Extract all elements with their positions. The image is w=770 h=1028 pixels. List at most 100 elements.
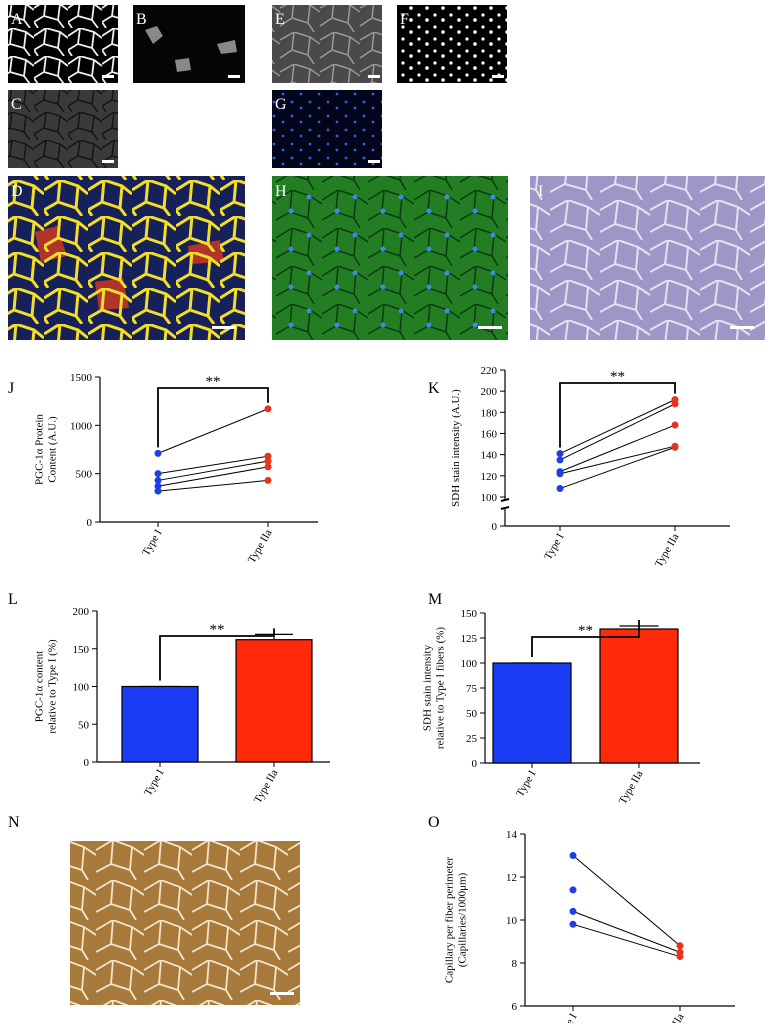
data-point xyxy=(671,443,679,451)
x-tick-label: Type IIa xyxy=(252,767,281,805)
chart: M 0 25 50 75 100 125 150 SDH stain intensity rela… xyxy=(422,591,700,806)
data-point xyxy=(569,920,577,928)
x-tick-label: Type I xyxy=(542,531,567,562)
data-point xyxy=(154,476,162,484)
y-axis-label: Content (A.U.) xyxy=(47,416,59,483)
panel-labels: A B C D E F G H I N xyxy=(8,11,543,831)
significance-bracket xyxy=(531,620,640,657)
panel-label: L xyxy=(8,591,18,608)
y-tick-label: 100 xyxy=(481,492,498,504)
y-tick-label: 0 xyxy=(472,758,478,770)
data-point xyxy=(556,456,564,464)
y-tick-label: 150 xyxy=(461,608,478,620)
y-tick-label: 500 xyxy=(76,469,93,481)
bar xyxy=(121,685,199,763)
bar xyxy=(235,639,313,763)
data-point xyxy=(671,421,679,429)
x-tick-label: Type I xyxy=(514,768,539,799)
pair-line xyxy=(559,446,676,490)
data-point xyxy=(264,463,272,471)
y-axis-label: PGC-1α content xyxy=(34,651,46,722)
x-tick-label: Type I xyxy=(140,527,165,558)
significance-bracket xyxy=(559,382,676,448)
data-point xyxy=(264,452,272,460)
chart: J 0 500 1000 1500 PGC-1α Protein Content (A.U.… xyxy=(8,372,318,565)
axis-break xyxy=(500,506,510,510)
chart: O 6 8 10 12 14 Capillary per fiber perimeter (C… xyxy=(428,814,735,1028)
y-tick-label: 8 xyxy=(512,958,518,970)
pair-line xyxy=(572,923,681,958)
panel-label: B xyxy=(136,11,147,28)
pair-line xyxy=(572,855,681,947)
y-axis-label: relative to Type I fibers (%) xyxy=(435,627,447,749)
panel-label: E xyxy=(275,11,285,28)
y-tick-label: 50 xyxy=(466,708,478,720)
y-axis-label: relative to Type I (%) xyxy=(47,639,59,734)
data-point xyxy=(569,886,577,894)
y-tick-label: 0 xyxy=(87,517,93,529)
data-point xyxy=(264,476,272,484)
data-point xyxy=(154,487,162,495)
panel-label: H xyxy=(275,183,287,200)
y-tick-label: 0 xyxy=(492,521,498,533)
panel-label: D xyxy=(11,183,23,200)
y-tick-label: 14 xyxy=(506,829,518,841)
pair-line xyxy=(572,910,681,953)
data-point xyxy=(264,457,272,465)
data-point xyxy=(569,907,577,915)
pair-line xyxy=(559,424,676,473)
bar xyxy=(599,628,679,764)
significance-bracket xyxy=(159,628,275,681)
panel-label: A xyxy=(11,11,23,28)
panel-label: O xyxy=(428,814,440,831)
data-point xyxy=(154,482,162,490)
chart: K 0 100 120 140 160 180 200 220 SDH stain intensi… xyxy=(428,365,730,569)
axis-break xyxy=(500,498,510,502)
y-tick-label: 50 xyxy=(78,719,90,731)
y-tick-label: 200 xyxy=(481,386,498,398)
x-tick-label: Type IIa xyxy=(653,531,682,569)
y-tick-label: 220 xyxy=(481,365,498,377)
pair-line xyxy=(559,399,676,455)
significance-label: ** xyxy=(210,622,225,638)
significance-label: ** xyxy=(578,623,593,639)
pair-line xyxy=(157,455,269,475)
y-tick-label: 1000 xyxy=(70,420,93,432)
panel-label: N xyxy=(8,814,20,831)
y-tick-label: 6 xyxy=(512,1001,518,1013)
data-point xyxy=(556,470,564,478)
y-axis-label: (Capillaries/1000μm) xyxy=(457,872,469,967)
y-axis-label: Capillary per fiber perimeter xyxy=(444,857,456,983)
data-point xyxy=(154,470,162,478)
data-point xyxy=(264,405,272,413)
y-tick-label: 180 xyxy=(481,407,498,419)
x-tick-label: Type IIa xyxy=(617,768,646,806)
y-tick-label: 160 xyxy=(481,429,498,441)
y-tick-label: 100 xyxy=(73,682,90,694)
panel-label: F xyxy=(400,11,409,28)
x-tick-label: Type I xyxy=(555,1011,580,1023)
pair-line xyxy=(157,460,269,481)
panel-label: J xyxy=(8,380,14,397)
y-tick-label: 120 xyxy=(481,471,498,483)
data-point xyxy=(556,485,564,493)
y-tick-label: 0 xyxy=(84,757,90,769)
y-tick-label: 100 xyxy=(461,658,478,670)
significance-bracket xyxy=(157,387,269,448)
bar xyxy=(492,662,572,764)
data-point xyxy=(671,400,679,408)
y-tick-label: 140 xyxy=(481,450,498,462)
significance-label: ** xyxy=(610,369,625,385)
y-tick-label: 10 xyxy=(506,915,518,927)
y-tick-label: 75 xyxy=(466,683,478,695)
data-point xyxy=(154,449,162,457)
y-axis-label: SDH stain intensity (A.U.) xyxy=(450,389,462,507)
chart: L 0 50 100 150 200 PGC-1α content relative to T… xyxy=(8,591,330,805)
data-point xyxy=(556,450,564,458)
significance-label: ** xyxy=(206,374,221,390)
x-tick-label: Type IIa xyxy=(246,527,275,565)
pair-line xyxy=(157,408,269,454)
panel-label: K xyxy=(428,380,440,397)
y-tick-label: 200 xyxy=(73,606,90,618)
